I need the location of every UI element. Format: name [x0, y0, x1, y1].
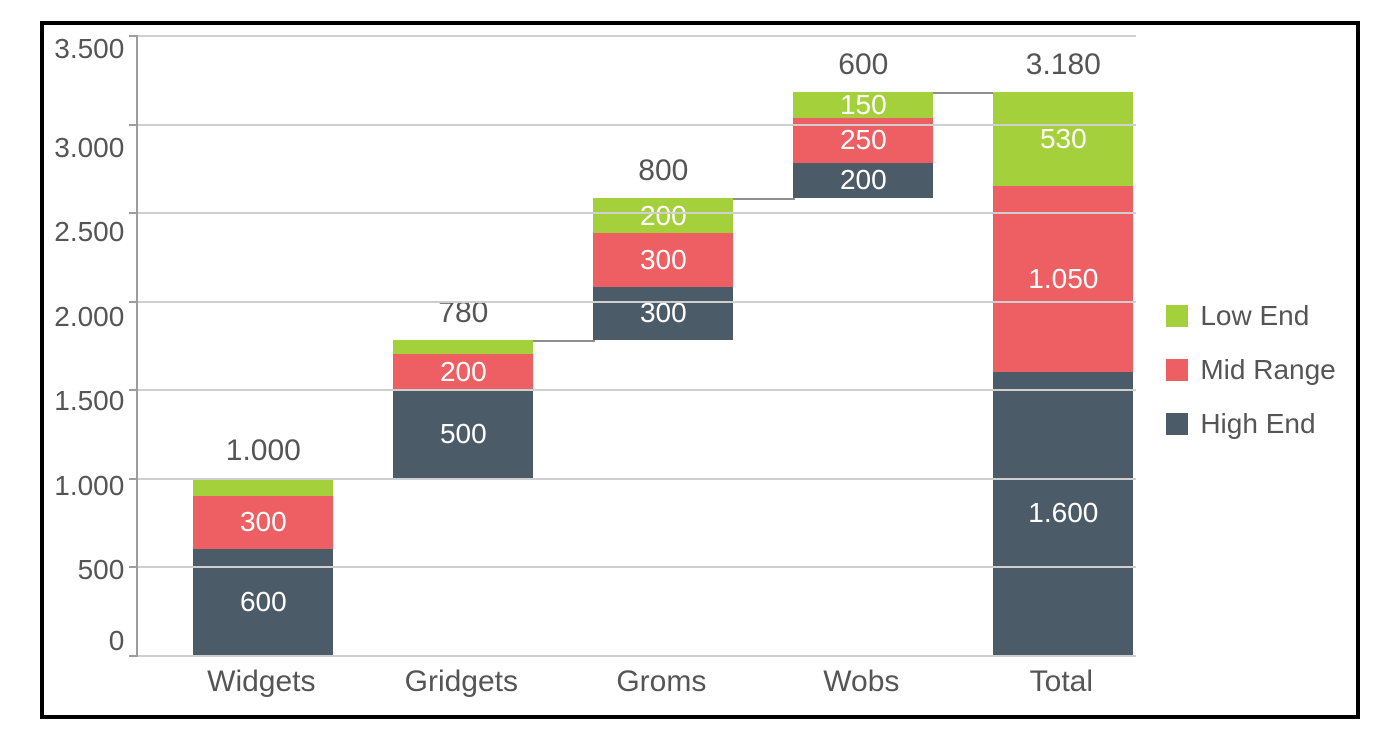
bar-group: 500200780 — [393, 35, 533, 655]
bar-total-label: 1.000 — [193, 434, 333, 468]
connector-line — [531, 340, 595, 342]
legend-item-low_end: Low End — [1166, 300, 1335, 332]
bar-segment-low_end — [393, 340, 533, 354]
bar-segment-high_end: 1.600 — [993, 372, 1133, 655]
bar-total-label: 600 — [793, 48, 933, 82]
x-axis: Widgets Gridgets Groms Wobs Total — [136, 665, 1136, 705]
gridline — [138, 212, 1136, 214]
x-axis-label: Gridgets — [391, 665, 531, 699]
gridline — [138, 301, 1136, 303]
x-axis-label: Widgets — [191, 665, 331, 699]
y-tick-mark — [129, 566, 138, 568]
x-axis-label: Wobs — [791, 665, 931, 699]
y-axis: 3.500 3.000 2.500 2.000 1.500 1.000 500 0 — [54, 35, 136, 655]
legend-swatch — [1166, 359, 1188, 381]
legend-label: High End — [1200, 408, 1315, 440]
y-tick-label: 500 — [78, 556, 125, 584]
bar-group: 600300 1.000 — [193, 35, 333, 655]
gridline — [138, 566, 1136, 568]
legend-swatch — [1166, 305, 1188, 327]
bar-group: 1.6001.0505303.180 — [993, 35, 1133, 655]
bar-segment-high_end: 200 — [793, 163, 933, 198]
y-tick-label: 1.000 — [54, 472, 124, 500]
bars-layer: 6003001.00050020078030030020080020025015… — [138, 35, 1136, 655]
bar-total-label: 3.180 — [993, 48, 1133, 82]
y-tick-mark — [129, 478, 138, 480]
y-tick-label: 2.500 — [54, 218, 124, 246]
connector-line — [731, 198, 795, 200]
bar-segment-high_end: 600 — [193, 549, 333, 655]
gridline — [138, 389, 1136, 391]
y-tick-mark — [129, 389, 138, 391]
bar-segment-low_end — [193, 478, 333, 496]
legend-label: Mid Range — [1200, 354, 1335, 386]
y-tick-label: 3.000 — [54, 134, 124, 162]
bar-group: 200250150600 — [793, 35, 933, 655]
chart-inner: 3.5003.0002.5002.0001.5001.0005000 60030… — [54, 35, 1335, 705]
y-tick-mark — [129, 212, 138, 214]
y-tick-mark — [129, 35, 138, 37]
connector-line — [931, 92, 995, 94]
gridline — [138, 35, 1136, 37]
bar-segment-low_end: 150 — [793, 92, 933, 119]
gridline — [138, 124, 1136, 126]
chart-frame: 3.5003.0002.5002.0001.5001.0005000 60030… — [40, 21, 1359, 719]
bar-segment-low_end: 200 — [593, 198, 733, 233]
y-tick-label: 2.000 — [54, 303, 124, 331]
bar-segment-low_end: 530 — [993, 92, 1133, 186]
y-tick-mark — [129, 301, 138, 303]
legend: Low End Mid Range High End — [1136, 35, 1335, 705]
legend-item-high_end: High End — [1166, 408, 1335, 440]
x-axis-label: Groms — [591, 665, 731, 699]
y-tick-label: 3.500 — [54, 35, 124, 63]
plot-wrap: 6003001.00050020078030030020080020025015… — [136, 35, 1136, 705]
bar-segment-high_end: 300 — [593, 287, 733, 340]
gridline — [138, 478, 1136, 480]
y-tick-mark — [129, 655, 138, 657]
y-tick-mark — [129, 124, 138, 126]
legend-swatch — [1166, 413, 1188, 435]
bar-segment-high_end: 500 — [393, 389, 533, 478]
bar-group: 300300200800 — [593, 35, 733, 655]
bar-segment-mid_range: 200 — [393, 354, 533, 389]
plot-area: 6003001.00050020078030030020080020025015… — [136, 35, 1136, 655]
gridline — [138, 655, 1136, 657]
legend-item-mid_range: Mid Range — [1166, 354, 1335, 386]
bar-segment-mid_range: 300 — [593, 233, 733, 286]
bar-segment-mid_range: 300 — [193, 496, 333, 549]
y-tick-label: 1.500 — [54, 387, 124, 415]
bar-total-label: 800 — [593, 154, 733, 188]
y-tick-label: 0 — [109, 627, 125, 655]
legend-label: Low End — [1200, 300, 1309, 332]
x-axis-label: Total — [991, 665, 1131, 699]
